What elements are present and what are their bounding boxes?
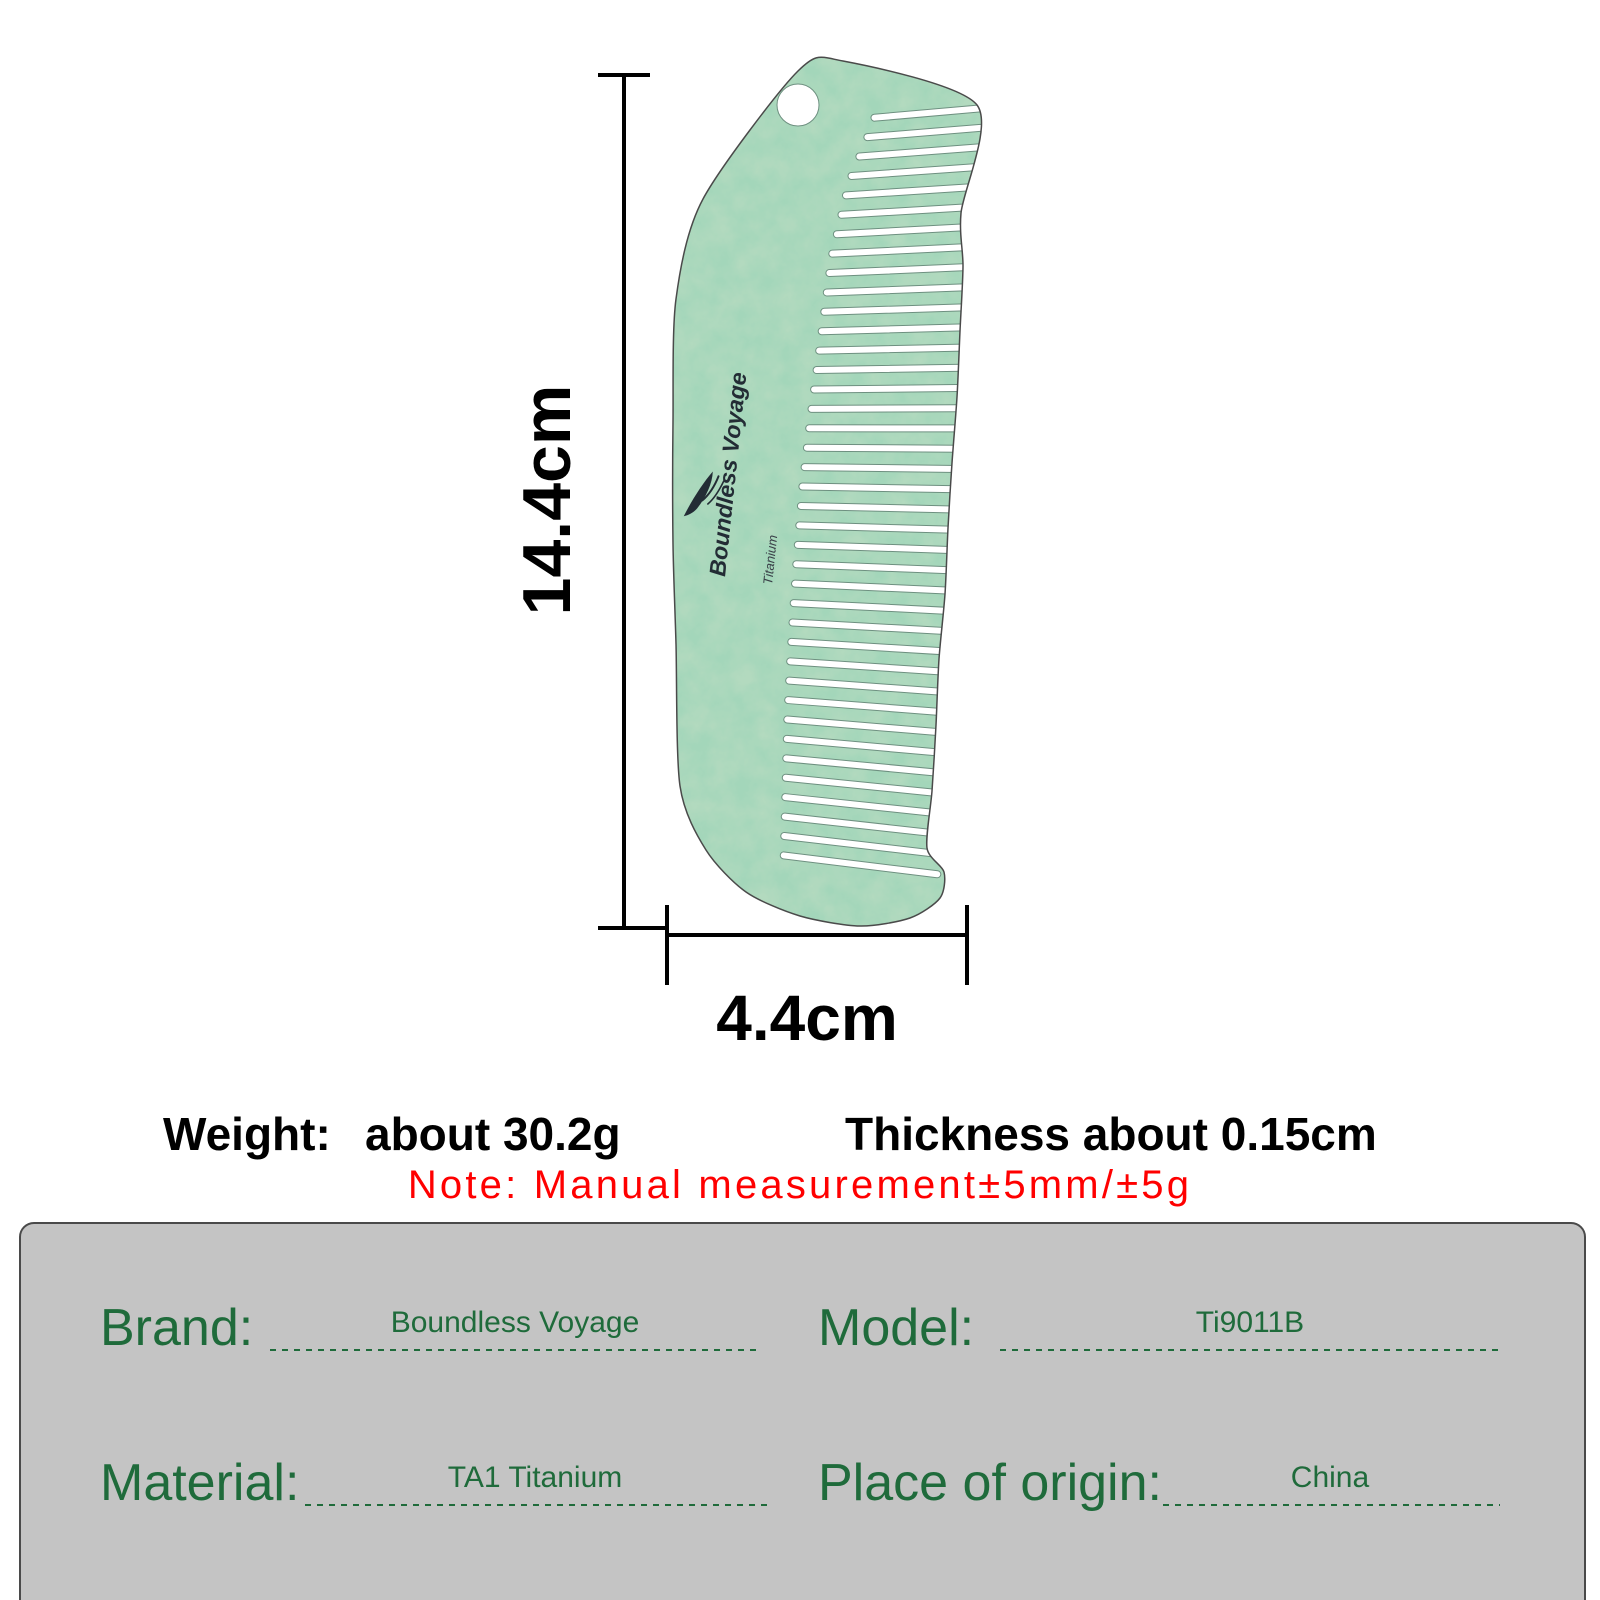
svg-text:Place of origin:: Place of origin: [818,1454,1162,1512]
svg-text:Ti9011B: Ti9011B [1196,1306,1304,1339]
svg-text:Thickness about 0.15cm: Thickness about 0.15cm [845,1108,1377,1160]
svg-text:Material:: Material: [100,1454,299,1512]
svg-text:Boundless Voyage: Boundless Voyage [391,1306,640,1339]
svg-text:Model:: Model: [818,1299,974,1357]
svg-text:TA1 Titanium: TA1 Titanium [448,1461,623,1494]
svg-text:Note: Manual measurement±5mm/±: Note: Manual measurement±5mm/±5g [408,1163,1192,1207]
svg-text:4.4cm: 4.4cm [716,982,897,1054]
svg-text:Weight:: Weight: [163,1108,331,1160]
svg-text:14.4cm: 14.4cm [509,385,585,616]
svg-text:Brand:: Brand: [100,1299,253,1357]
svg-text:China: China [1291,1461,1370,1494]
svg-text:about 30.2g: about 30.2g [365,1108,621,1160]
